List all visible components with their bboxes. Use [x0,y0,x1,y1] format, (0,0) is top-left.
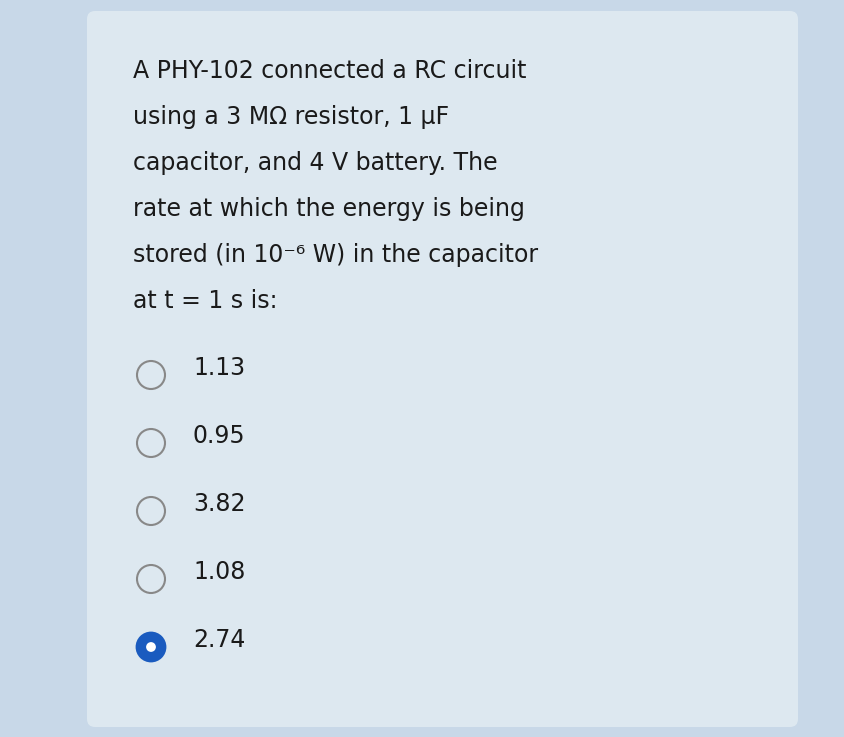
Text: at t = 1 s is:: at t = 1 s is: [133,289,278,313]
Circle shape [146,642,156,652]
Text: 1.13: 1.13 [193,356,245,380]
Circle shape [137,429,165,457]
Text: capacitor, and 4 V battery. The: capacitor, and 4 V battery. The [133,151,498,175]
Text: 1.08: 1.08 [193,560,246,584]
Text: 3.82: 3.82 [193,492,246,516]
Text: using a 3 MΩ resistor, 1 μF: using a 3 MΩ resistor, 1 μF [133,105,449,129]
Circle shape [137,361,165,389]
Text: 2.74: 2.74 [193,628,246,652]
Text: rate at which the energy is being: rate at which the energy is being [133,197,525,221]
Circle shape [137,565,165,593]
FancyBboxPatch shape [87,11,798,727]
Circle shape [137,633,165,661]
Text: 0.95: 0.95 [193,424,246,448]
Text: A PHY-102 connected a RC circuit: A PHY-102 connected a RC circuit [133,59,527,83]
Text: stored (in 10⁻⁶ W) in the capacitor: stored (in 10⁻⁶ W) in the capacitor [133,243,538,267]
Circle shape [137,497,165,525]
